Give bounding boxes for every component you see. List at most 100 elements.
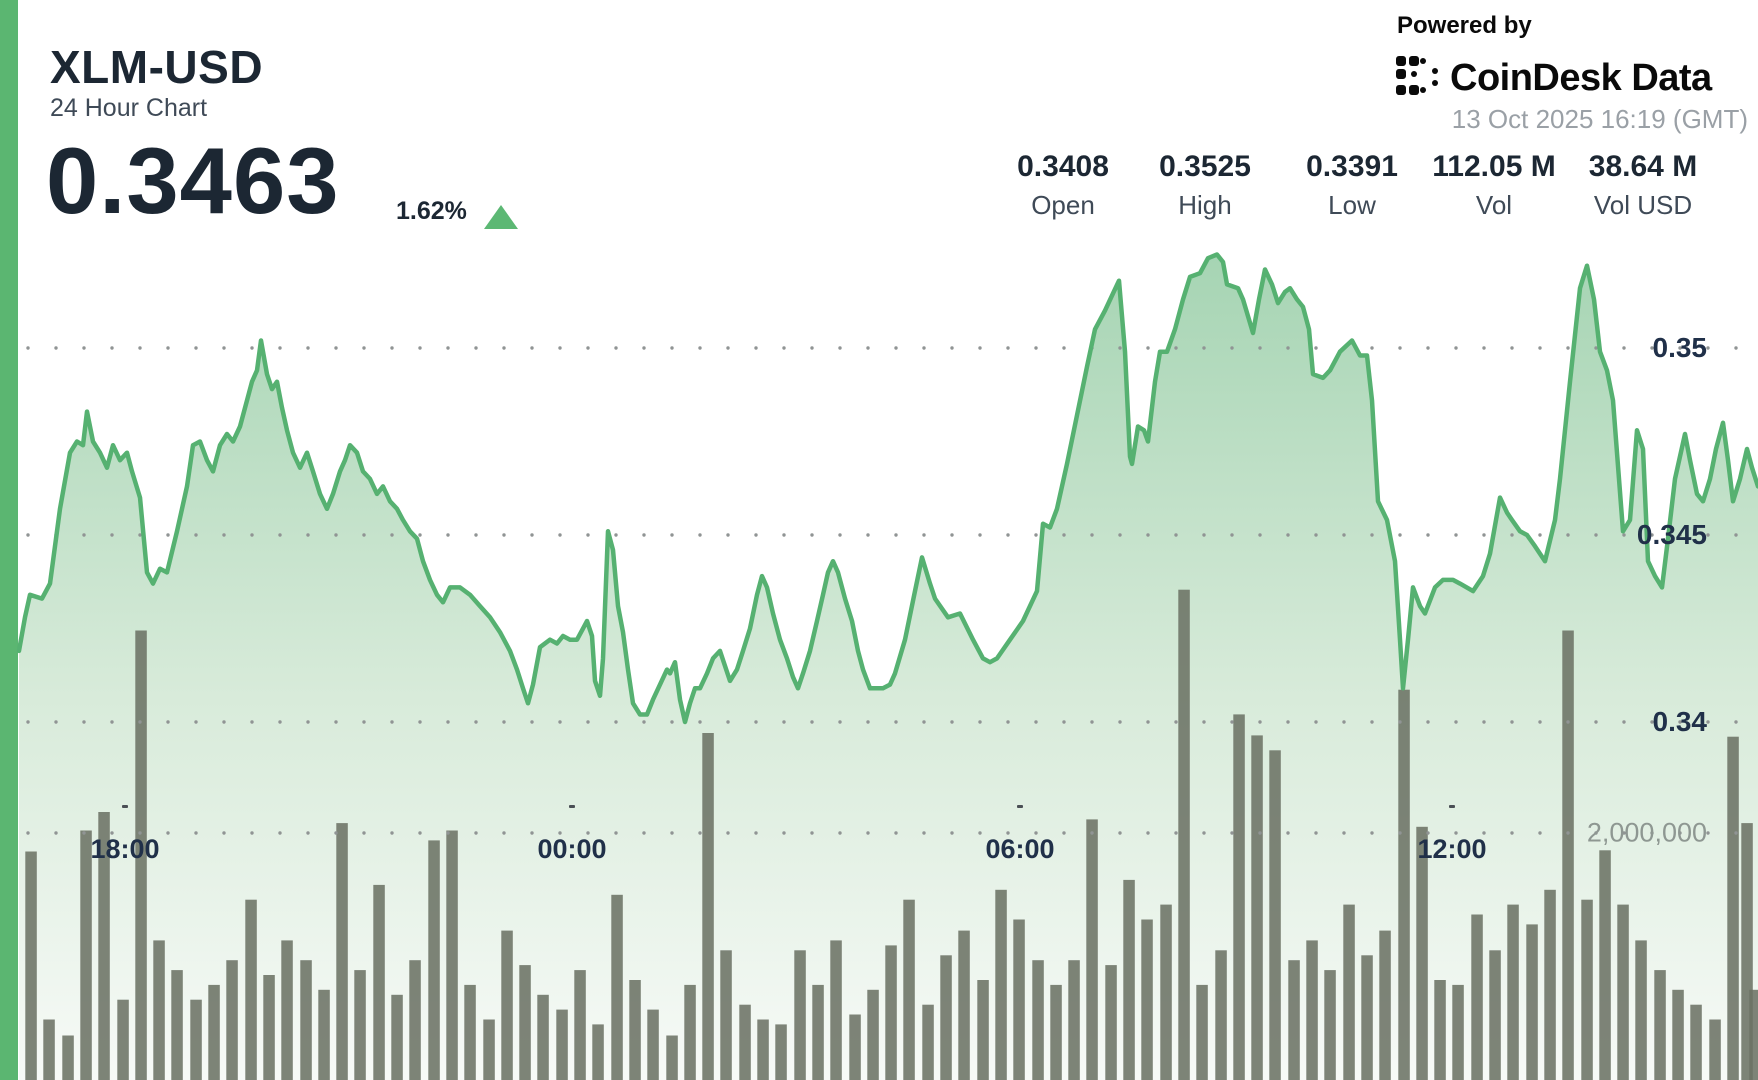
- volume-bar: [1196, 984, 1208, 1080]
- volume-bar: [80, 830, 92, 1080]
- volume-bar: [611, 894, 623, 1080]
- volume-bar: [318, 989, 330, 1080]
- volume-bar: [1507, 904, 1519, 1080]
- time-axis-label: 06:00: [985, 834, 1055, 864]
- volume-bar: [1233, 714, 1245, 1080]
- chart-subtitle: 24 Hour Chart: [50, 94, 208, 122]
- volume-bar: [25, 851, 37, 1080]
- volume-bar: [1379, 930, 1391, 1080]
- volume-bar: [391, 994, 403, 1080]
- volume-bar: [556, 1009, 568, 1080]
- stat-high-value: 0.3525: [1159, 150, 1251, 183]
- volume-bar: [245, 899, 257, 1080]
- last-price: 0.3463: [46, 128, 340, 233]
- stat-high-label: High: [1178, 190, 1232, 220]
- volume-bar: [1654, 970, 1666, 1080]
- volume-bar: [1471, 914, 1483, 1080]
- volume-bar: [336, 823, 348, 1080]
- time-axis-label: 00:00: [537, 834, 607, 864]
- volume-bar: [1251, 735, 1263, 1080]
- volume-bar: [373, 884, 385, 1080]
- volume-bar: [684, 984, 696, 1080]
- volume-bar: [812, 984, 824, 1080]
- volume-bar: [208, 984, 220, 1080]
- volume-bar: [446, 830, 458, 1080]
- volume-bar: [354, 970, 366, 1080]
- volume-bar: [849, 1014, 861, 1080]
- volume-bar: [1398, 689, 1410, 1080]
- volume-bar: [775, 1024, 787, 1080]
- change-percent: 1.62%: [396, 197, 467, 225]
- volume-bar: [1288, 960, 1300, 1080]
- volume-bar: [592, 1024, 604, 1080]
- volume-bar: [1709, 1019, 1721, 1080]
- volume-bar: [867, 989, 879, 1080]
- volume-bar: [1306, 940, 1318, 1080]
- volume-bar: [226, 960, 238, 1080]
- volume-bar: [666, 1035, 678, 1080]
- volume-bars: [25, 589, 1758, 1080]
- volume-bar: [428, 840, 440, 1080]
- volume-bar: [958, 930, 970, 1080]
- volume-bar: [574, 970, 586, 1080]
- stat-low-value: 0.3391: [1306, 150, 1398, 183]
- volume-bar: [1526, 924, 1538, 1080]
- volume-bar: [1727, 736, 1739, 1080]
- volume-bar: [117, 999, 129, 1080]
- volume-bar: [1178, 589, 1190, 1080]
- volume-bar: [1544, 889, 1556, 1080]
- coindesk-brand-text: CoinDesk Data: [1450, 56, 1712, 99]
- time-axis-ticks: [122, 805, 1455, 808]
- volume-bar: [537, 994, 549, 1080]
- volume-bar: [702, 733, 714, 1080]
- volume-bar: [153, 940, 165, 1080]
- volume-bar: [1635, 940, 1647, 1080]
- volume-bar: [1452, 984, 1464, 1080]
- stat-vol-usd: 38.64 M Vol USD: [1589, 150, 1697, 221]
- volume-bar: [1343, 904, 1355, 1080]
- volume-bar: [720, 950, 732, 1080]
- volume-bar: [1690, 1004, 1702, 1080]
- volume-bar: [464, 984, 476, 1080]
- volume-bar: [1434, 980, 1446, 1080]
- volume-bar: [62, 1035, 74, 1080]
- volume-bar: [977, 980, 989, 1080]
- volume-bar: [1269, 750, 1281, 1080]
- volume-bar: [501, 930, 513, 1080]
- volume-bar: [263, 975, 275, 1080]
- volume-bar: [1032, 960, 1044, 1080]
- volume-bar: [300, 960, 312, 1080]
- symbol-title: XLM-USD: [50, 41, 264, 93]
- volume-bar: [995, 889, 1007, 1080]
- volume-bar: [739, 1004, 751, 1080]
- price-axis-label: 0.34: [1652, 706, 1708, 737]
- volume-bar: [1617, 904, 1629, 1080]
- time-axis-label: 12:00: [1417, 834, 1487, 864]
- volume-bar: [1749, 989, 1758, 1080]
- volume-bar: [757, 1019, 769, 1080]
- volume-axis-label: 2,000,000: [1586, 817, 1707, 848]
- volume-bar: [519, 965, 531, 1080]
- coindesk-brand[interactable]: CoinDesk Data: [1396, 52, 1712, 104]
- volume-bar: [629, 980, 641, 1080]
- volume-bar: [794, 950, 806, 1080]
- powered-by-label: Powered by: [1397, 12, 1532, 39]
- stat-low-label: Low: [1328, 190, 1376, 220]
- timestamp: 13 Oct 2025 16:19 (GMT): [1451, 104, 1748, 134]
- stat-low: 0.3391 Low: [1306, 150, 1398, 221]
- stat-vol: 112.05 M Vol: [1432, 150, 1555, 221]
- price-line: [16, 252, 1758, 725]
- volume-bar: [885, 945, 897, 1080]
- volume-bar: [1086, 819, 1098, 1080]
- volume-bar: [1105, 965, 1117, 1080]
- volume-bar: [98, 812, 110, 1080]
- stat-high: 0.3525 High: [1159, 150, 1251, 221]
- volume-bar: [43, 1019, 55, 1080]
- coindesk-logo-icon: [1396, 56, 1440, 100]
- stat-vol-usd-label: Vol USD: [1593, 190, 1693, 220]
- volume-bar: [1160, 904, 1172, 1080]
- volume-bar: [1215, 950, 1227, 1080]
- volume-bar: [281, 940, 293, 1080]
